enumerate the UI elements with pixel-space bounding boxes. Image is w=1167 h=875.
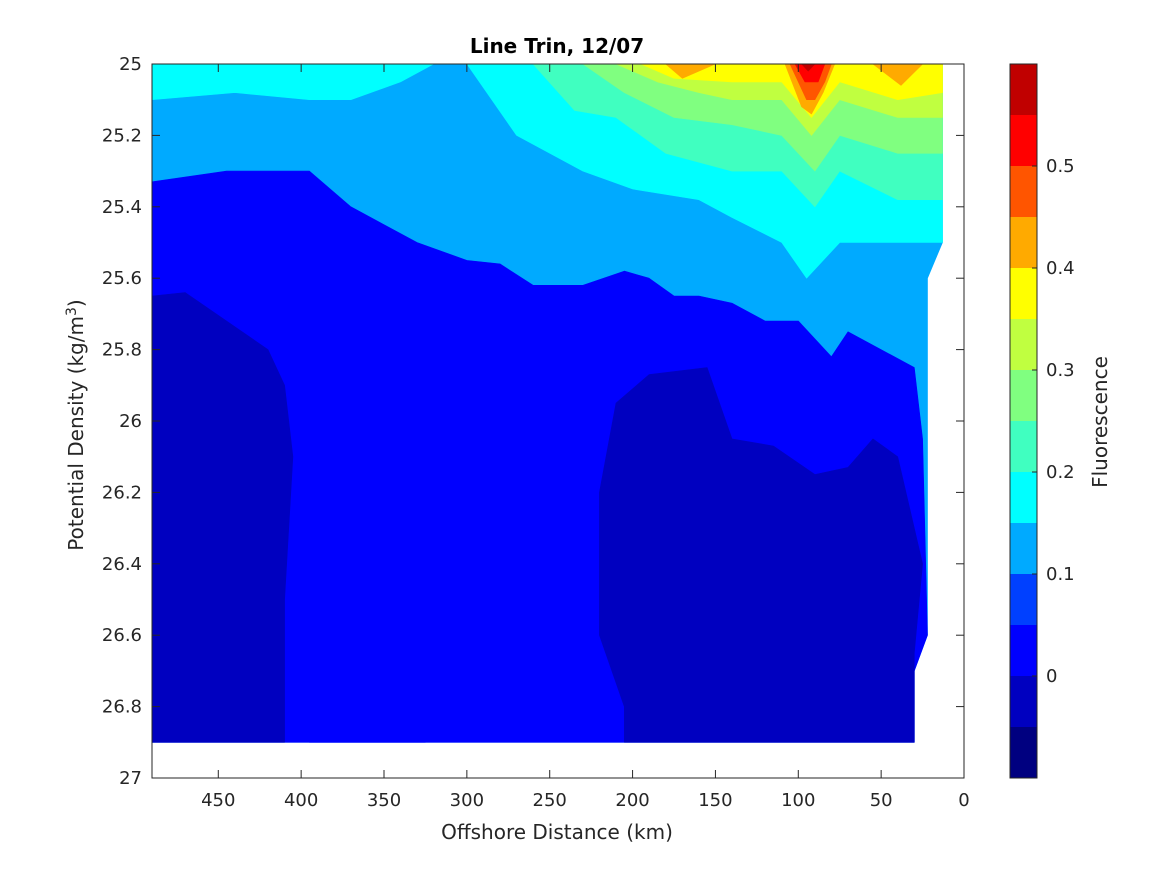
colorbar-segment (1010, 166, 1037, 217)
colorbar-tick-label: 0.5 (1046, 156, 1075, 177)
y-tick-label: 27 (119, 768, 142, 789)
colorbar-segment (1010, 676, 1037, 727)
colorbar-tick-label: 0.4 (1046, 258, 1075, 279)
y-tick-label: 25.2 (102, 125, 142, 146)
colorbar-tick-label: 0.2 (1046, 462, 1075, 483)
x-tick-label: 400 (284, 790, 318, 811)
colorbar-tick-label: 0.3 (1046, 360, 1075, 381)
x-tick-label: 350 (367, 790, 401, 811)
colorbar-segment (1010, 64, 1037, 115)
y-tick-label: 26.8 (102, 697, 142, 718)
y-tick-label: 25.8 (102, 340, 142, 361)
x-tick-label: 50 (870, 790, 893, 811)
x-tick-label: 450 (201, 790, 235, 811)
y-axis-label: Potential Density (kg/m3) (64, 299, 88, 550)
contour-plot-area (151, 63, 943, 743)
y-tick-label: 26.4 (102, 554, 142, 575)
contour-region-yellow-band (640, 63, 943, 118)
x-tick-label: 150 (698, 790, 732, 811)
x-tick-label: 300 (450, 790, 484, 811)
colorbar-segment (1010, 370, 1037, 421)
x-tick-label: 100 (781, 790, 815, 811)
plot-axes: 450 400 350 300 250 200 150 100 50 0 25 25.2 25.4 25.… (102, 54, 970, 811)
colorbar-tick-label: 0 (1046, 666, 1057, 687)
colorbar-segment (1010, 574, 1037, 625)
colorbar-segment (1010, 319, 1037, 370)
colorbar-segment (1010, 217, 1037, 268)
colorbar-segment (1010, 625, 1037, 676)
contour-region-dark-blue-mid (599, 367, 923, 743)
y-tick-label: 26.6 (102, 625, 142, 646)
colorbar-segment (1010, 115, 1037, 166)
colorbar-tick-label: 0.1 (1046, 564, 1075, 585)
colorbar-segment (1010, 472, 1037, 523)
colorbar-segment (1010, 523, 1037, 574)
contour-region-dark-blue-left (151, 292, 294, 743)
contour-region-blue-lower-left (309, 713, 426, 743)
colorbar-segment (1010, 268, 1037, 319)
contour-region-cyan-top-left (151, 63, 435, 100)
x-tick-label: 250 (533, 790, 567, 811)
x-tick-label: 0 (958, 790, 969, 811)
colorbar-frame (1009, 63, 1038, 779)
y-tick-label: 26 (119, 411, 142, 432)
chart-title: Line Trin, 12/07 (470, 34, 644, 58)
x-tick-label: 200 (615, 790, 649, 811)
colorbar-segment (1010, 727, 1037, 778)
colorbar: 0 0.1 0.2 0.3 0.4 0.5 (1009, 63, 1075, 779)
y-tick-label: 25.6 (102, 268, 142, 289)
y-tick-label: 25.4 (102, 197, 142, 218)
colorbar-segment (1010, 421, 1037, 472)
colorbar-label: Fluorescence (1088, 356, 1112, 488)
y-tick-label: 25 (119, 54, 142, 75)
y-tick-label: 26.2 (102, 482, 142, 503)
x-axis-label: Offshore Distance (km) (441, 820, 673, 844)
